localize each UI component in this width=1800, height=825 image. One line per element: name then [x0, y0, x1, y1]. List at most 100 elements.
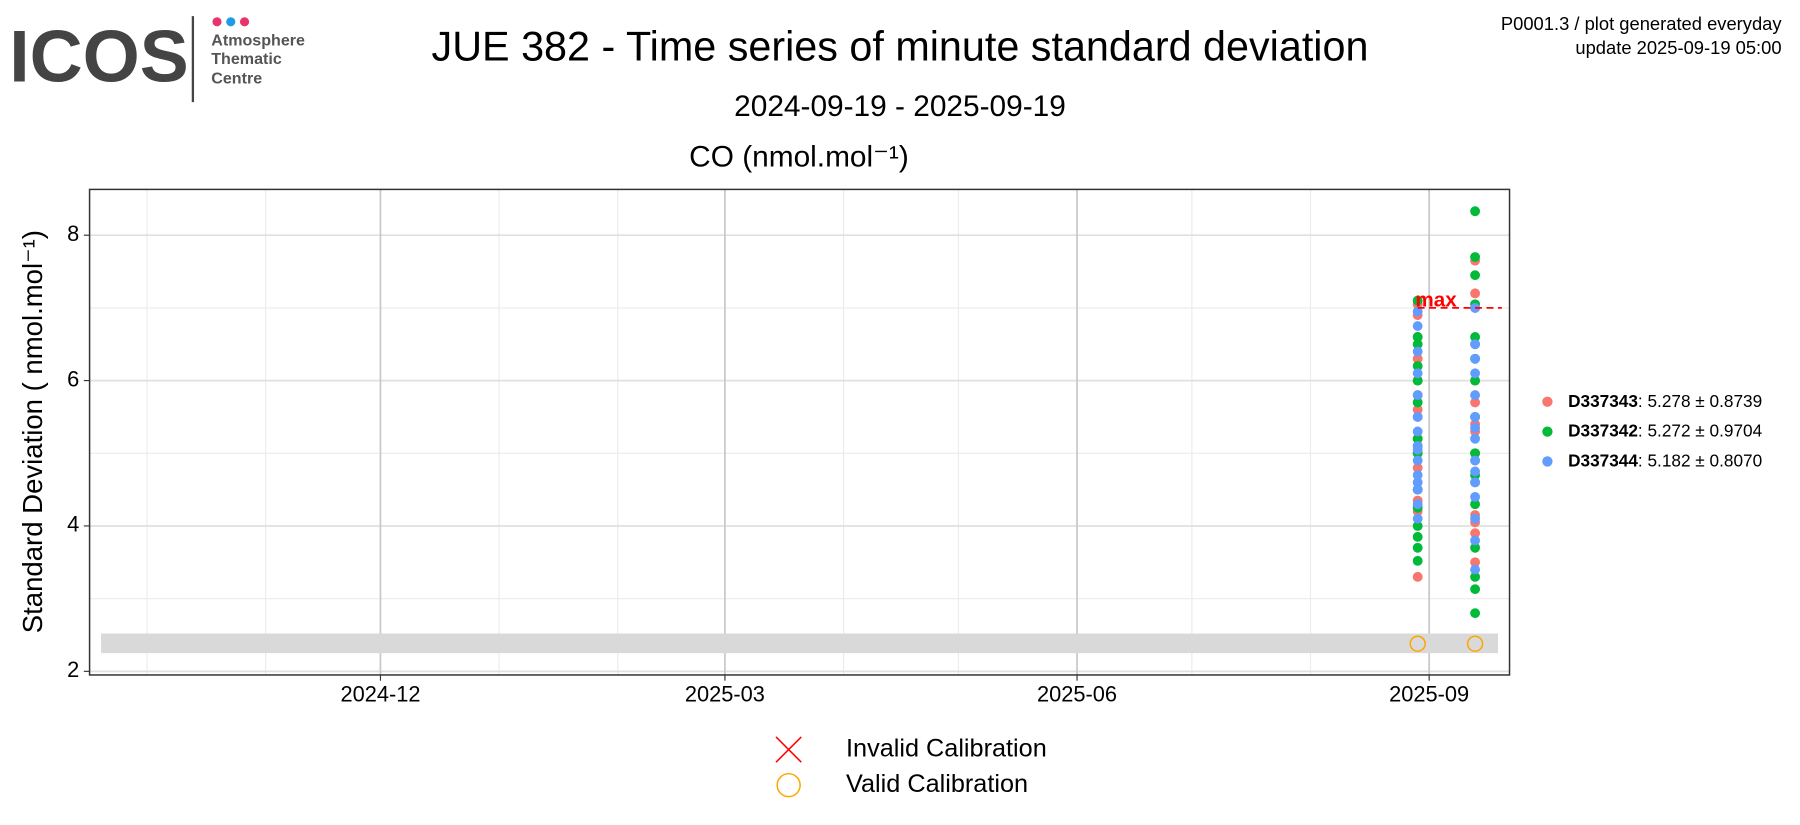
logo-dot — [226, 17, 236, 27]
legend-symbol — [1542, 426, 1553, 437]
point — [1412, 404, 1423, 415]
legend-symbol — [1542, 396, 1553, 407]
point — [1412, 521, 1423, 531]
point — [1412, 455, 1423, 466]
point — [1470, 499, 1481, 510]
point — [1470, 542, 1481, 553]
point — [1412, 462, 1423, 473]
calibration-point — [1466, 635, 1484, 652]
point — [1412, 321, 1423, 331]
chart-subtitle: 2024-09-19 - 2025-09-19 — [734, 90, 1066, 123]
x-tick-label: 2025-09 — [1389, 681, 1469, 706]
point — [1412, 295, 1423, 306]
legend-name: D337343 — [1568, 390, 1638, 410]
legend-name: D337344 — [1568, 450, 1638, 470]
point — [1412, 477, 1423, 488]
legend-symbol — [1542, 456, 1553, 467]
point — [1412, 332, 1423, 342]
legend-label: D337343: 5.278 ± 0.8739 — [1568, 390, 1762, 410]
info-text: update 2025-09-19 05:00 — [1575, 37, 1781, 58]
point — [1470, 390, 1481, 401]
point — [1470, 353, 1481, 364]
x-tick-label: 2025-06 — [1037, 681, 1117, 706]
point — [1412, 375, 1423, 386]
point — [1470, 455, 1481, 466]
legend-stats: : 5.272 ± 0.9704 — [1638, 420, 1763, 440]
legend-stats: : 5.278 ± 0.8739 — [1638, 390, 1762, 410]
reference-band — [101, 633, 1499, 654]
point — [1470, 608, 1481, 619]
point — [1470, 528, 1481, 539]
legend-label: Invalid Calibration — [846, 734, 1047, 762]
point — [1412, 397, 1423, 408]
chart-title: JUE 382 - Time series of minute standard… — [432, 23, 1369, 69]
legend-symbol — [776, 772, 801, 798]
point — [1412, 433, 1423, 444]
x-tick-label: 2025-03 — [685, 681, 765, 706]
y-tick-label: 4 — [67, 512, 79, 537]
point — [1412, 353, 1423, 364]
point — [1412, 368, 1423, 379]
point — [1412, 361, 1423, 371]
point — [1470, 375, 1481, 386]
y-tick-label: 8 — [67, 221, 79, 246]
point — [1470, 448, 1481, 459]
logo-dot — [212, 17, 222, 27]
legend-label: Valid Calibration — [846, 770, 1028, 798]
logo-text: Atmosphere — [211, 32, 305, 50]
panel-title: CO (nmol.mol⁻¹) — [689, 140, 909, 173]
plot-border — [88, 188, 1511, 676]
legend-name: D337342 — [1568, 420, 1638, 440]
legend-symbol — [775, 736, 802, 763]
logo: ICOS — [9, 14, 189, 97]
point — [1412, 411, 1423, 422]
point — [1470, 433, 1481, 444]
point — [1470, 270, 1481, 281]
point — [1412, 339, 1423, 350]
point — [1470, 206, 1481, 217]
point — [1470, 491, 1481, 502]
point — [1470, 332, 1481, 342]
y-tick-label: 6 — [67, 366, 79, 391]
y-axis-label: Standard Deviation ( nmol.mol⁻¹) — [17, 230, 48, 633]
point — [1470, 466, 1481, 477]
point — [1470, 584, 1481, 595]
logo-dot — [239, 17, 250, 27]
y-tick-label: 2 — [67, 657, 79, 682]
point — [1470, 422, 1481, 433]
point — [1412, 426, 1423, 437]
point — [1412, 346, 1423, 357]
max-label: max — [1415, 288, 1457, 311]
point — [1470, 571, 1481, 582]
info-text: P0001.3 / plot generated everyday — [1501, 13, 1783, 34]
calibration-point — [1409, 635, 1426, 652]
point — [1412, 470, 1423, 481]
point — [1470, 535, 1481, 546]
point — [1470, 252, 1481, 262]
point — [1470, 339, 1481, 350]
legend-label: D337344: 5.182 ± 0.8070 — [1568, 450, 1762, 470]
plot-background — [89, 189, 1510, 675]
legend-stats: : 5.182 ± 0.8070 — [1638, 450, 1762, 470]
legend-label: D337342: 5.272 ± 0.9704 — [1568, 420, 1763, 440]
point — [1412, 484, 1423, 495]
point — [1470, 288, 1481, 299]
point — [1470, 513, 1481, 524]
logo-text: Centre — [211, 69, 262, 87]
x-tick-label: 2024-12 — [340, 681, 420, 706]
point — [1470, 564, 1481, 575]
point — [1412, 390, 1423, 401]
point — [1470, 411, 1481, 422]
logo-text: Thematic — [211, 50, 282, 68]
point — [1470, 397, 1481, 408]
point — [1470, 477, 1481, 488]
point — [1412, 306, 1423, 317]
point — [1412, 499, 1423, 510]
point — [1470, 368, 1481, 379]
point — [1412, 571, 1423, 582]
point — [1412, 444, 1423, 455]
point — [1412, 542, 1423, 553]
point — [1412, 555, 1423, 566]
point — [1470, 557, 1481, 568]
